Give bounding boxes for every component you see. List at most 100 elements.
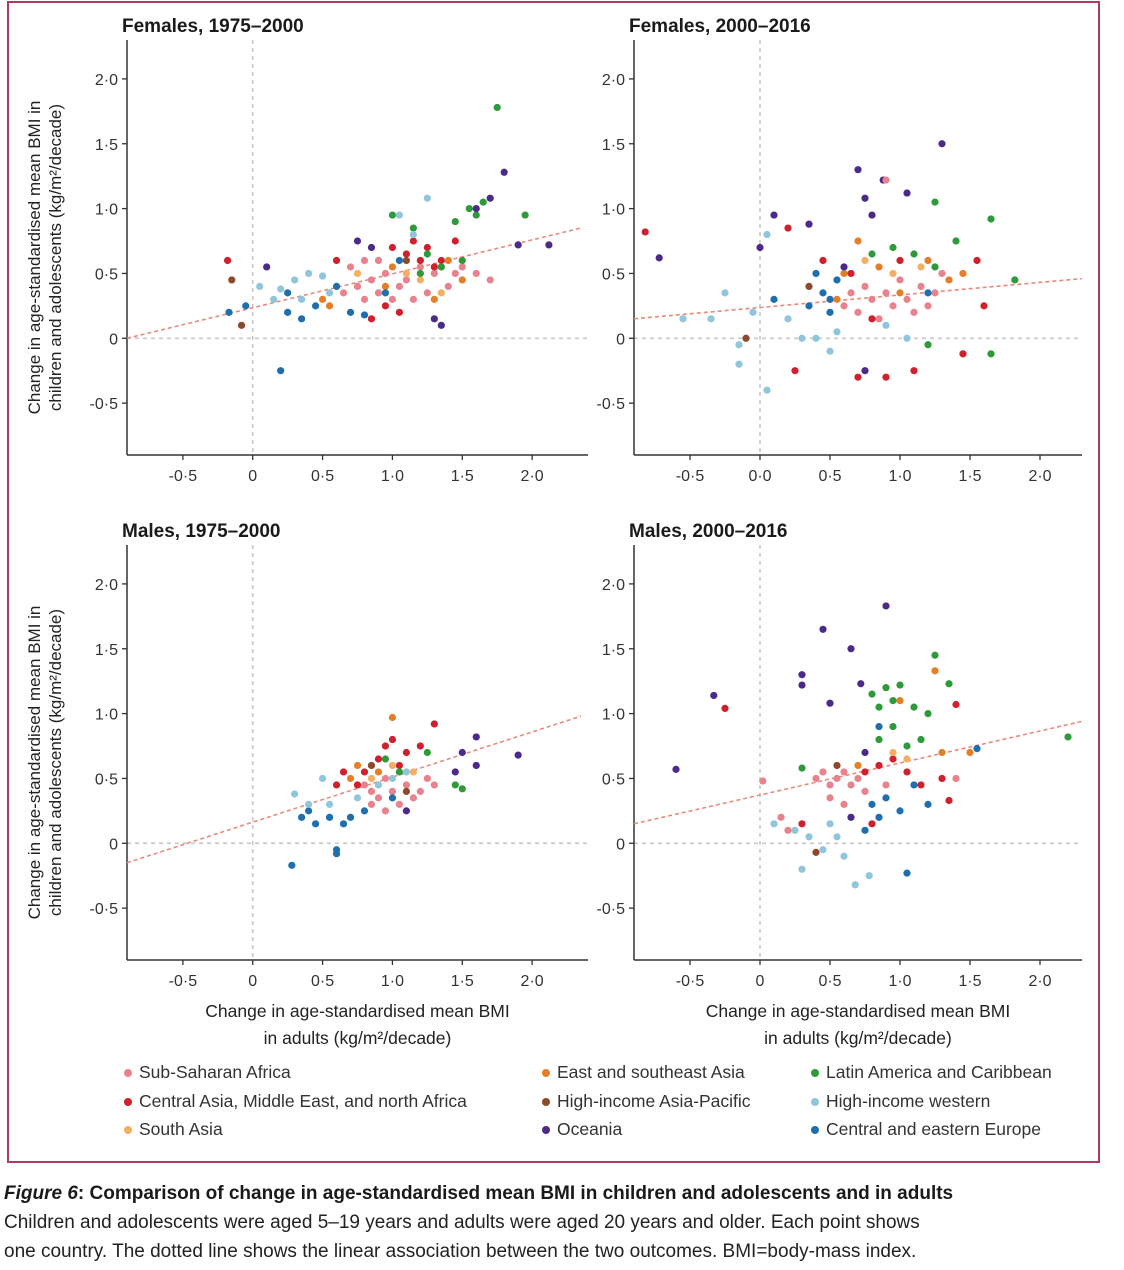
data-point [882, 684, 890, 692]
data-point [641, 228, 649, 236]
data-point [353, 282, 362, 291]
data-point [472, 211, 480, 219]
data-point [749, 308, 757, 316]
data-point [903, 189, 911, 197]
data-point [851, 881, 859, 889]
data-point [924, 289, 932, 297]
data-point [931, 651, 939, 659]
x-tick-label: 2·0 [1028, 973, 1051, 990]
data-point [889, 722, 897, 731]
data-point [861, 194, 869, 202]
regression-line [633, 277, 1083, 320]
data-point [353, 781, 362, 789]
data-point [861, 787, 869, 796]
data-point [847, 269, 855, 278]
data-point [298, 295, 306, 303]
data-point [388, 243, 397, 252]
legend-item-central-eastern-europe: Central and eastern Europe [811, 1119, 1041, 1140]
data-point [514, 241, 522, 249]
data-point [374, 781, 383, 789]
panel-title: Females, 1975–2000 [122, 16, 304, 37]
caption-title: Figure 6: Comparison of change in age-st… [4, 1180, 1114, 1208]
data-point [381, 289, 390, 297]
data-point [896, 256, 904, 265]
x-tick-label: 1·0 [381, 468, 404, 485]
data-point [423, 194, 431, 202]
data-point [346, 813, 355, 821]
legend-label: East and southeast Asia [557, 1062, 745, 1082]
data-point [381, 774, 390, 783]
data-point [402, 787, 410, 796]
data-point [430, 315, 438, 323]
data-point [388, 774, 397, 783]
legend-item-oceania: Oceania [542, 1119, 622, 1140]
data-point [896, 681, 904, 689]
data-point [917, 282, 925, 291]
data-point [973, 745, 981, 753]
data-point [388, 263, 397, 271]
data-point [311, 820, 320, 828]
data-point [374, 256, 383, 265]
data-point [777, 813, 785, 821]
data-point [325, 800, 334, 808]
data-point [840, 269, 848, 278]
data-point [861, 256, 869, 265]
x-tick-label: 0·0 [748, 468, 771, 485]
x-tick-label: 2·0 [521, 973, 544, 990]
x-tick-label: -0·5 [169, 973, 198, 990]
data-point [882, 794, 890, 802]
y-axis-label-line-1: Change in age-standardised mean BMI in [25, 101, 44, 415]
data-point [952, 237, 960, 245]
data-point [882, 373, 890, 381]
figure-label: Figure 6 [4, 1183, 78, 1204]
data-point [931, 289, 939, 297]
data-point [367, 276, 376, 284]
data-point [381, 282, 390, 291]
data-point [242, 302, 250, 310]
x-axis-label-line-2: in adults (kg/m²/decade) [264, 1028, 452, 1048]
data-point [931, 263, 939, 271]
data-point [346, 263, 355, 271]
data-point [861, 826, 869, 834]
data-point [416, 263, 424, 271]
data-point [826, 295, 834, 303]
x-tick-label: 1·0 [381, 973, 404, 990]
data-point [430, 263, 438, 271]
data-point [819, 846, 827, 854]
data-point [987, 215, 995, 223]
data-point [861, 748, 869, 757]
data-point [882, 176, 890, 184]
data-point [798, 671, 806, 679]
data-point [840, 852, 848, 860]
data-point [889, 269, 897, 278]
panel-title: Females, 2000–2016 [629, 16, 811, 37]
data-point [388, 295, 397, 303]
panel-title: Males, 1975–2000 [122, 521, 280, 542]
data-point [284, 289, 292, 297]
data-point [353, 237, 362, 245]
y-tick-label: -0·5 [597, 396, 626, 413]
data-point [318, 272, 327, 280]
x-tick-label: 2·0 [521, 468, 544, 485]
data-point [980, 302, 988, 310]
data-point [655, 254, 663, 262]
data-point [889, 243, 897, 252]
data-point [521, 211, 529, 219]
data-point [826, 347, 834, 355]
y-tick-label: 1·5 [95, 642, 118, 659]
data-point [237, 321, 246, 329]
legend-item-east-southeast-asia: East and southeast Asia [542, 1062, 745, 1083]
data-point [430, 269, 438, 278]
data-point [924, 709, 932, 718]
data-point [938, 748, 946, 757]
legend-label: Central Asia, Middle East, and north Afr… [139, 1091, 467, 1111]
data-point [798, 820, 806, 828]
data-point [868, 211, 876, 219]
data-point [472, 733, 480, 741]
data-point [903, 742, 911, 750]
data-point [339, 289, 348, 297]
data-point [1011, 276, 1019, 284]
data-point [430, 720, 438, 728]
data-point [854, 761, 862, 770]
data-point [270, 295, 278, 303]
